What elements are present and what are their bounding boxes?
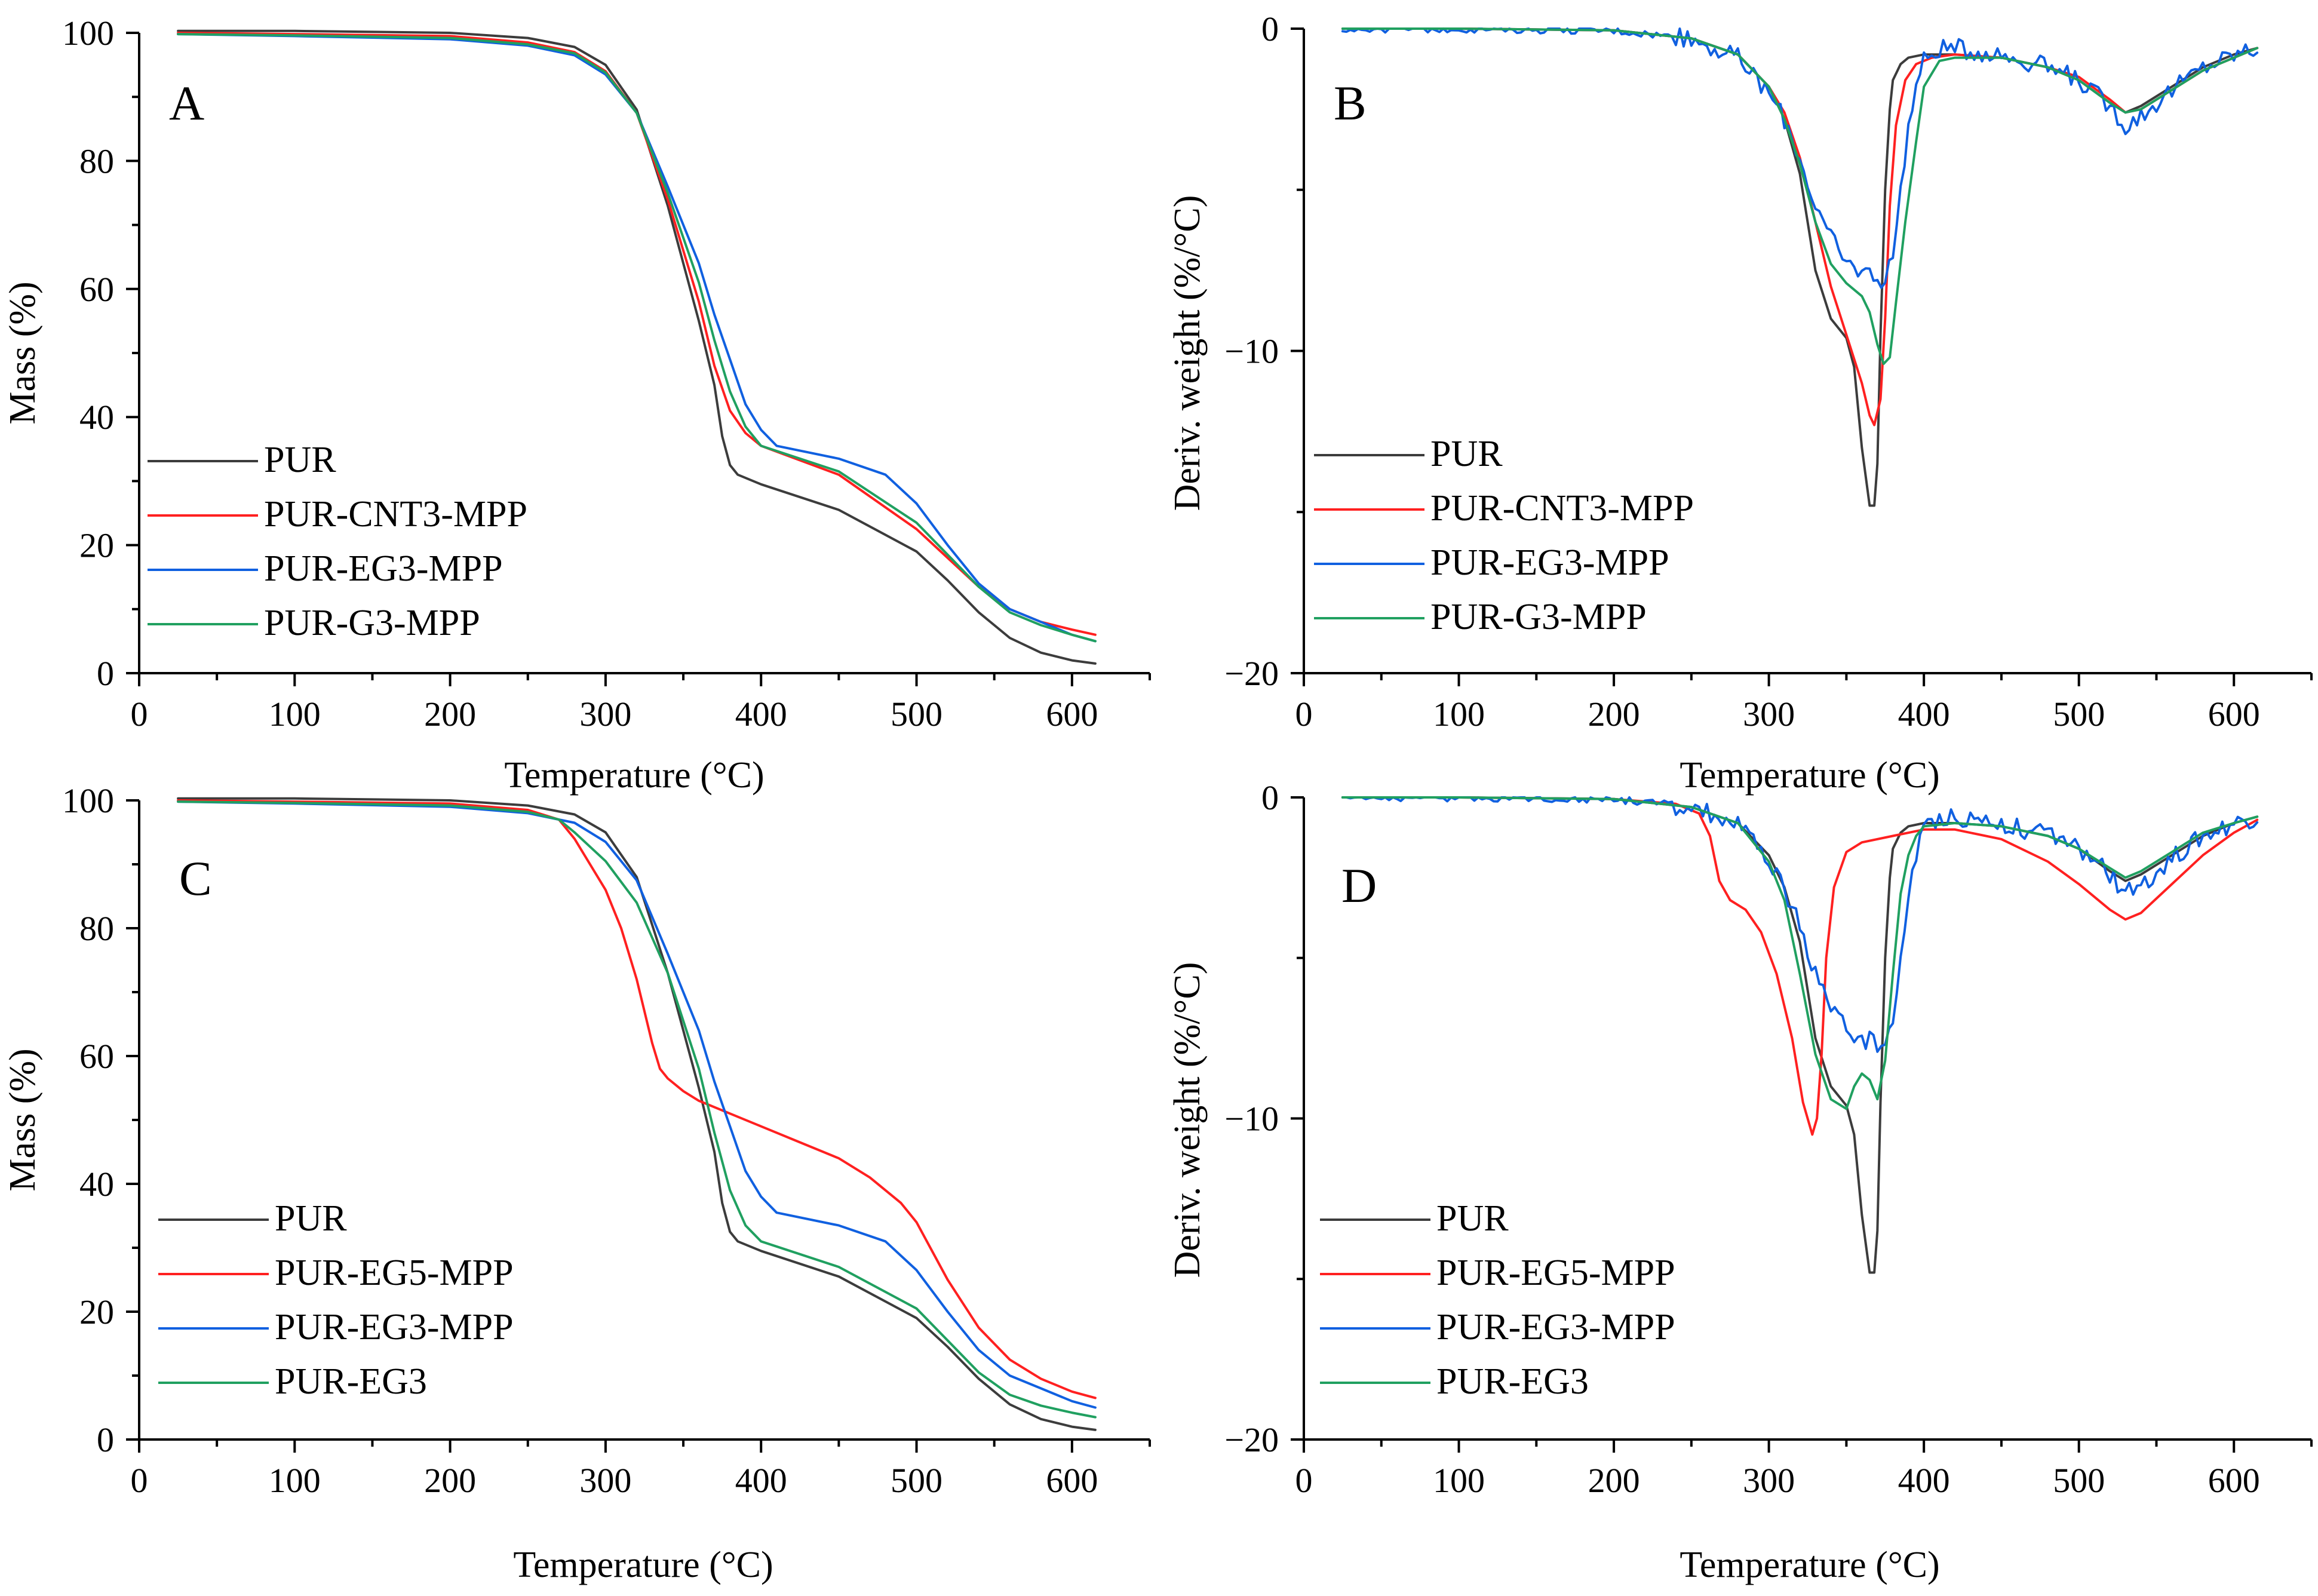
legend: PUR PUR-CNT3-MPP PUR-EG3-MPP PUR-G3-MPP bbox=[148, 440, 527, 643]
legend-label: PUR-EG3-MPP bbox=[1430, 542, 1669, 583]
y-tick-label: 100 bbox=[62, 14, 114, 53]
legend-label: PUR-EG5-MPP bbox=[275, 1253, 514, 1293]
y-tick-label: 40 bbox=[79, 398, 114, 437]
panel-b: 0 100 200 300 400 500 600 −20 −10 0 Temperature (°… bbox=[1167, 10, 2313, 796]
legend-label: PUR bbox=[275, 1198, 347, 1239]
y-tick-label: −20 bbox=[1224, 1420, 1279, 1459]
y-tick-label: 80 bbox=[79, 142, 114, 180]
series-line-pur-cnt3-mpp bbox=[1341, 27, 2259, 426]
x-tick-label: 100 bbox=[1433, 1461, 1485, 1500]
legend-label: PUR-EG3 bbox=[1436, 1361, 1589, 1402]
series-line-pur bbox=[177, 797, 1097, 1431]
legend-label: PUR bbox=[1430, 434, 1503, 474]
x-tick-label: 300 bbox=[1743, 1461, 1795, 1500]
series-line-pur-eg5-mpp bbox=[1341, 796, 2259, 1136]
x-tick-label: 300 bbox=[579, 1461, 631, 1500]
panel-letter: A bbox=[169, 76, 204, 130]
panel-letter: C bbox=[179, 851, 212, 906]
y-axis-title: Deriv. weight (%/°C) bbox=[1167, 962, 1208, 1278]
y-axis-title: Mass (%) bbox=[2, 1048, 43, 1191]
x-tick-label: 400 bbox=[1898, 695, 1950, 733]
x-tick-label: 600 bbox=[2208, 695, 2260, 733]
series-line-pur-g3-mpp bbox=[177, 33, 1097, 643]
y-tick-label: 80 bbox=[79, 909, 114, 948]
legend-label: PUR-EG3-MPP bbox=[264, 548, 503, 589]
legend-label: PUR-EG5-MPP bbox=[1436, 1253, 1675, 1293]
legend-label: PUR-EG3-MPP bbox=[275, 1307, 514, 1348]
y-tick-label: 100 bbox=[62, 781, 114, 820]
series-line-pur-eg3-mpp bbox=[1341, 796, 2259, 1053]
x-tick-label: 200 bbox=[1588, 1461, 1640, 1500]
x-tick-label: 0 bbox=[131, 1461, 148, 1500]
x-tick-label: 500 bbox=[891, 1461, 942, 1500]
panel-letter: D bbox=[1341, 858, 1377, 913]
x-tick-label: 600 bbox=[2208, 1461, 2260, 1500]
series-line-pur bbox=[1341, 796, 2259, 1274]
x-tick-label: 0 bbox=[131, 695, 148, 733]
legend: PUR PUR-EG5-MPP PUR-EG3-MPP PUR-EG3 bbox=[158, 1198, 514, 1402]
x-tick-label: 100 bbox=[269, 695, 321, 733]
y-tick-label: −20 bbox=[1224, 654, 1279, 693]
panel-letter: B bbox=[1334, 76, 1367, 130]
x-tick-label: 500 bbox=[2053, 695, 2105, 733]
series-line-pur-eg5-mpp bbox=[177, 799, 1097, 1399]
legend: PUR PUR-CNT3-MPP PUR-EG3-MPP PUR-G3-MPP bbox=[1314, 434, 1694, 637]
x-axis-title: Temperature (°C) bbox=[1680, 755, 1939, 796]
y-tick-label: 60 bbox=[79, 270, 114, 309]
x-tick-label: 300 bbox=[579, 695, 631, 733]
x-axis-title: Temperature (°C) bbox=[1680, 1545, 1939, 1585]
legend: PUR PUR-EG5-MPP PUR-EG3-MPP PUR-EG3 bbox=[1320, 1198, 1675, 1402]
x-axis-title: Temperature (°C) bbox=[504, 755, 764, 796]
series-line-pur-eg3-mpp bbox=[177, 33, 1097, 643]
y-tick-label: 20 bbox=[79, 1293, 114, 1331]
y-tick-label: 0 bbox=[97, 654, 114, 693]
legend-label: PUR-EG3 bbox=[275, 1361, 427, 1402]
y-tick-label: 0 bbox=[1261, 778, 1279, 817]
legend-label: PUR-CNT3-MPP bbox=[264, 494, 527, 535]
legend-label: PUR-G3-MPP bbox=[264, 603, 480, 643]
legend-label: PUR-G3-MPP bbox=[1430, 597, 1647, 637]
x-tick-label: 500 bbox=[891, 695, 942, 733]
y-tick-label: 0 bbox=[97, 1420, 114, 1459]
y-tick-label: 40 bbox=[79, 1165, 114, 1204]
y-tick-label: 20 bbox=[79, 526, 114, 565]
y-tick-label: −10 bbox=[1224, 332, 1279, 371]
series-line-pur bbox=[177, 29, 1097, 665]
legend-label: PUR-EG3-MPP bbox=[1436, 1307, 1675, 1348]
y-axis-title: Deriv. weight (%/°C) bbox=[1167, 195, 1208, 511]
x-tick-label: 200 bbox=[424, 695, 476, 733]
x-tick-label: 400 bbox=[735, 695, 787, 733]
x-tick-label: 500 bbox=[2053, 1461, 2105, 1500]
x-tick-label: 0 bbox=[1295, 695, 1313, 733]
x-tick-label: 400 bbox=[1898, 1461, 1950, 1500]
legend-label: PUR-CNT3-MPP bbox=[1430, 488, 1694, 529]
x-tick-label: 600 bbox=[1046, 695, 1098, 733]
y-tick-label: 0 bbox=[1261, 10, 1279, 48]
series-line-pur-eg3 bbox=[177, 800, 1097, 1419]
legend-label: PUR bbox=[264, 440, 336, 480]
x-tick-label: 600 bbox=[1046, 1461, 1098, 1500]
y-tick-label: 60 bbox=[79, 1037, 114, 1076]
series-line-pur-eg3 bbox=[1341, 796, 2259, 1110]
series-line-pur-g3-mpp bbox=[1341, 27, 2259, 366]
x-tick-label: 200 bbox=[424, 1461, 476, 1500]
x-tick-label: 300 bbox=[1743, 695, 1795, 733]
x-tick-label: 0 bbox=[1295, 1461, 1313, 1500]
series-line-pur-eg3-mpp bbox=[1341, 27, 2259, 289]
x-axis-title: Temperature (°C) bbox=[513, 1545, 773, 1585]
x-tick-label: 100 bbox=[1433, 695, 1485, 733]
panel-d: 0 100 200 300 400 500 600 −20 −10 0 Temperature (°… bbox=[1167, 778, 2313, 1585]
panel-c: 0 100 200 300 400 500 600 0 20 40 60 80 100 Temperatu… bbox=[2, 781, 1151, 1585]
y-axis-title: Mass (%) bbox=[2, 281, 43, 424]
x-tick-label: 200 bbox=[1588, 695, 1640, 733]
legend-label: PUR bbox=[1436, 1198, 1509, 1239]
y-tick-label: −10 bbox=[1224, 1100, 1279, 1138]
panel-a: 0 100 200 300 400 500 600 0 20 40 60 80 100 Temperatu… bbox=[2, 14, 1151, 796]
x-tick-label: 100 bbox=[269, 1461, 321, 1500]
series-line-pur-cnt3-mpp bbox=[177, 32, 1097, 636]
x-tick-label: 400 bbox=[735, 1461, 787, 1500]
